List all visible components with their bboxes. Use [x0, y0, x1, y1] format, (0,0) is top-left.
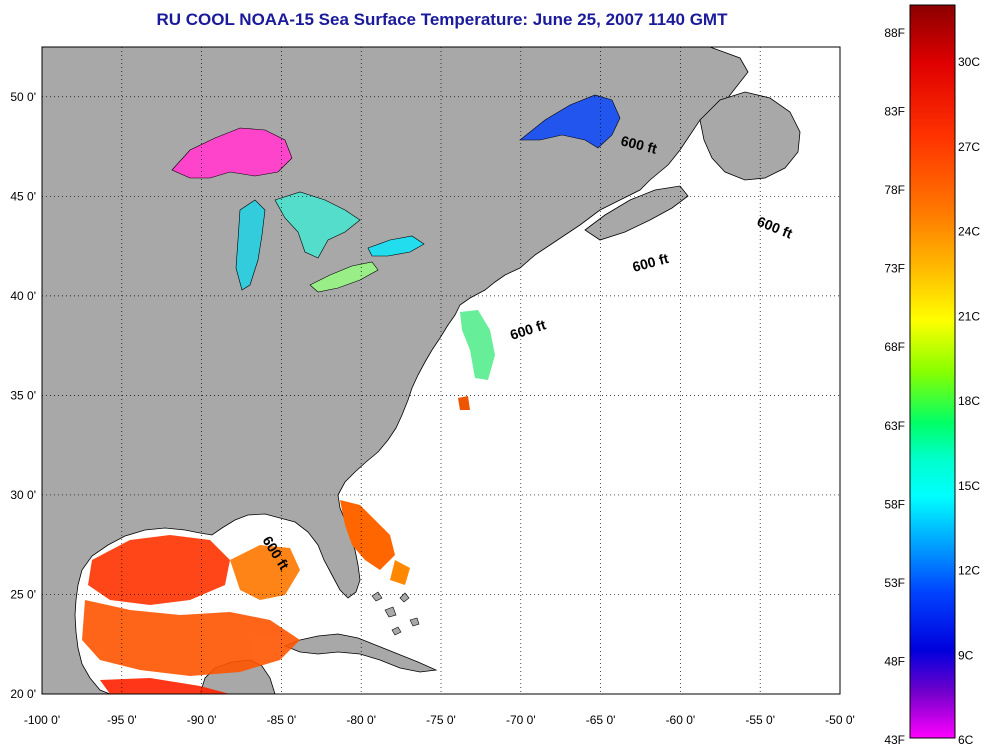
colorbar-fahrenheit-label: 68F [884, 340, 905, 354]
latitude-tick-label: 30 0' [10, 488, 36, 502]
colorbar-fahrenheit-label: 88F [884, 26, 905, 40]
colorbar-fahrenheit-label: 63F [884, 419, 905, 433]
longitude-tick-label: -75 0' [426, 713, 456, 727]
colorbar-celsius-label: 18C [958, 394, 980, 408]
lake-superior [171, 127, 293, 179]
longitude-tick-label: -100 0' [24, 713, 60, 727]
colorbar: 88F 83F 78F 73F 68F 63F 58F 53F 48F 43F 30C 27C 24C… [884, 4, 980, 747]
latitude-labels: 20 0' 25 0' 30 0' 35 0' 40 0' 45 0' 50 0' [10, 90, 36, 701]
graticule [42, 47, 840, 694]
land-cuba [283, 633, 438, 673]
colorbar-celsius-label: 30C [958, 55, 980, 69]
longitude-tick-label: -50 0' [825, 713, 855, 727]
longitude-tick-label: -90 0' [187, 713, 217, 727]
land-newfoundland [699, 91, 801, 181]
longitude-tick-label: -70 0' [506, 713, 536, 727]
longitude-tick-label: -60 0' [666, 713, 696, 727]
colorbar-celsius-label: 15C [958, 479, 980, 493]
land-nova-scotia [584, 185, 689, 241]
sst-gulf-of-mexico [82, 535, 300, 694]
colorbar-fahrenheit-labels: 88F 83F 78F 73F 68F 63F 58F 53F 48F 43F [884, 26, 905, 747]
colorbar-celsius-label: 24C [958, 225, 980, 239]
colorbar-gradient [909, 4, 956, 739]
colorbar-celsius-labels: 30C 27C 24C 21C 18C 15C 12C 9C 6C [958, 55, 980, 747]
latitude-tick-label: 45 0' [10, 189, 36, 203]
colorbar-fahrenheit-label: 83F [884, 105, 905, 119]
colorbar-fahrenheit-label: 78F [884, 183, 905, 197]
longitude-tick-label: -80 0' [346, 713, 376, 727]
longitude-tick-label: -55 0' [745, 713, 775, 727]
colorbar-celsius-label: 12C [958, 564, 980, 578]
latitude-tick-label: 50 0' [10, 90, 36, 104]
colorbar-fahrenheit-label: 43F [884, 733, 905, 747]
longitude-labels: -100 0' -95 0' -90 0' -85 0' -80 0' -75 0' -70… [24, 713, 855, 727]
colorbar-fahrenheit-label: 53F [884, 576, 905, 590]
lake-ontario [367, 235, 425, 257]
latitude-tick-label: 40 0' [10, 289, 36, 303]
latitude-tick-label: 35 0' [10, 388, 36, 402]
st-lawrence-water [519, 94, 621, 149]
colorbar-fahrenheit-label: 48F [884, 654, 905, 668]
lake-michigan [235, 199, 266, 291]
colorbar-celsius-label: 27C [958, 140, 980, 154]
lake-huron [274, 191, 361, 259]
longitude-tick-label: -65 0' [586, 713, 616, 727]
latitude-tick-label: 25 0' [10, 587, 36, 601]
colorbar-celsius-label: 9C [958, 648, 974, 662]
sst-atlantic-coast [340, 310, 495, 585]
colorbar-fahrenheit-label: 58F [884, 497, 905, 511]
map-title: RU COOL NOAA-15 Sea Surface Temperature:… [156, 10, 728, 29]
lake-erie [309, 261, 379, 293]
latitude-tick-label: 20 0' [10, 687, 36, 701]
colorbar-fahrenheit-label: 73F [884, 262, 905, 276]
colorbar-celsius-label: 6C [958, 733, 974, 747]
longitude-tick-label: -95 0' [107, 713, 137, 727]
land-bahamas [371, 591, 420, 636]
longitude-tick-label: -85 0' [267, 713, 297, 727]
colorbar-celsius-label: 21C [958, 309, 980, 323]
